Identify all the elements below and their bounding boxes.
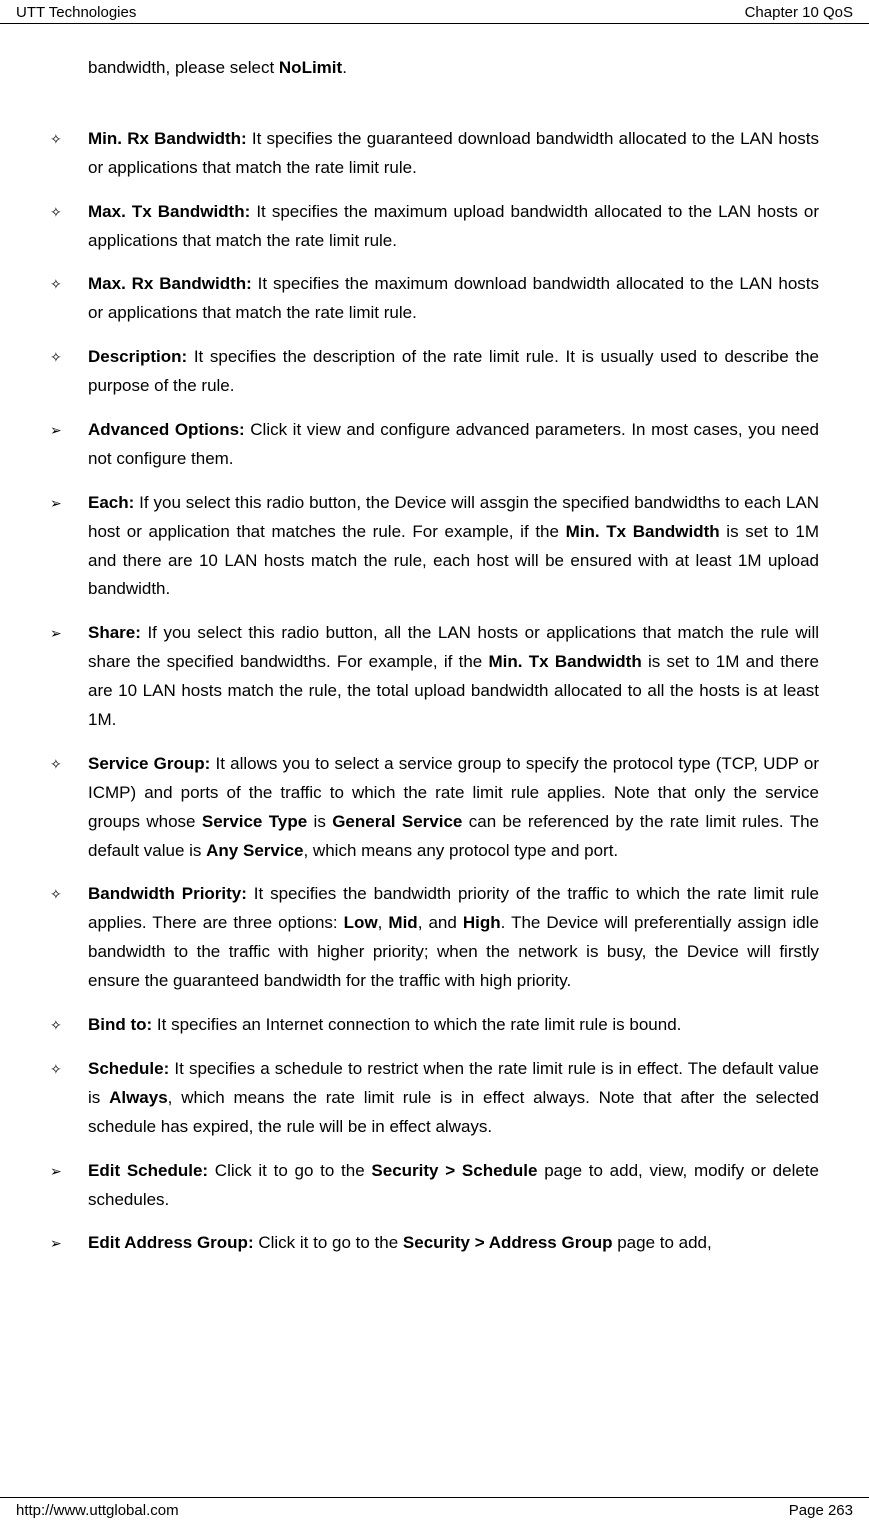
item-text: Advanced Options: Click it view and conf… xyxy=(88,416,819,474)
item-title: Advanced Options: xyxy=(88,420,245,439)
item-title: Each: xyxy=(88,493,134,512)
arrow-bullet-icon: ➢ xyxy=(50,489,88,605)
item-body: It specifies an Internet connection to w… xyxy=(152,1015,681,1034)
intro-pre: bandwidth, please select xyxy=(88,58,279,77)
arrow-bullet-icon: ➢ xyxy=(50,416,88,474)
item-segment: Security > Address Group xyxy=(403,1233,613,1252)
arrow-bullet-icon: ➢ xyxy=(50,619,88,735)
diamond-bullet-icon: ✧ xyxy=(50,270,88,328)
page-content: bandwidth, please select NoLimit. ✧Min. … xyxy=(0,24,869,1293)
header-right: Chapter 10 QoS xyxy=(745,4,853,21)
item-title: Schedule: xyxy=(88,1059,169,1078)
page-footer: http://www.uttglobal.com Page 263 xyxy=(0,1497,869,1523)
item-segment: Click it to go to the xyxy=(254,1233,403,1252)
list-item: ✧Description: It specifies the descripti… xyxy=(50,343,819,401)
item-text: Max. Rx Bandwidth: It specifies the maxi… xyxy=(88,270,819,328)
list-item: ➢Share: If you select this radio button,… xyxy=(50,619,819,735)
item-segment: is xyxy=(307,812,332,831)
item-title: Min. Rx Bandwidth: xyxy=(88,129,247,148)
item-segment: Security > Schedule xyxy=(371,1161,537,1180)
diamond-bullet-icon: ✧ xyxy=(50,1011,88,1040)
item-title: Service Group: xyxy=(88,754,210,773)
item-text: Share: If you select this radio button, … xyxy=(88,619,819,735)
list-item: ✧Bandwidth Priority: It specifies the ba… xyxy=(50,880,819,996)
item-segment: Min. Tx Bandwidth xyxy=(566,522,720,541)
list-item: ➢Edit Address Group: Click it to go to t… xyxy=(50,1229,819,1258)
item-text: Schedule: It specifies a schedule to res… xyxy=(88,1055,819,1142)
item-title: Max. Tx Bandwidth: xyxy=(88,202,250,221)
list-item: ✧Service Group: It allows you to select … xyxy=(50,750,819,866)
list-item: ➢Advanced Options: Click it view and con… xyxy=(50,416,819,474)
item-title: Bandwidth Priority: xyxy=(88,884,247,903)
header-left: UTT Technologies xyxy=(16,4,136,21)
items-list: ✧Min. Rx Bandwidth: It specifies the gua… xyxy=(50,125,819,1258)
list-item: ✧Bind to: It specifies an Internet conne… xyxy=(50,1011,819,1040)
item-segment: , and xyxy=(418,913,463,932)
item-text: Description: It specifies the descriptio… xyxy=(88,343,819,401)
item-segment: Service Type xyxy=(202,812,307,831)
item-text: Edit Address Group: Click it to go to th… xyxy=(88,1229,819,1258)
item-title: Share: xyxy=(88,623,141,642)
list-item: ✧Max. Tx Bandwidth: It specifies the max… xyxy=(50,198,819,256)
arrow-bullet-icon: ➢ xyxy=(50,1157,88,1215)
diamond-bullet-icon: ✧ xyxy=(50,343,88,401)
footer-url: http://www.uttglobal.com xyxy=(16,1502,179,1519)
item-segment: Low xyxy=(344,913,378,932)
item-text: Min. Rx Bandwidth: It specifies the guar… xyxy=(88,125,819,183)
footer-page: Page 263 xyxy=(789,1502,853,1519)
item-title: Edit Address Group: xyxy=(88,1233,254,1252)
item-text: Each: If you select this radio button, t… xyxy=(88,489,819,605)
item-segment: page to add, xyxy=(612,1233,711,1252)
item-text: Service Group: It allows you to select a… xyxy=(88,750,819,866)
item-segment: Always xyxy=(109,1088,168,1107)
intro-text: bandwidth, please select NoLimit. xyxy=(88,54,819,83)
diamond-bullet-icon: ✧ xyxy=(50,125,88,183)
diamond-bullet-icon: ✧ xyxy=(50,1055,88,1142)
arrow-bullet-icon: ➢ xyxy=(50,1229,88,1258)
item-segment: High xyxy=(463,913,501,932)
list-item: ✧Max. Rx Bandwidth: It specifies the max… xyxy=(50,270,819,328)
item-segment: Any Service xyxy=(206,841,303,860)
diamond-bullet-icon: ✧ xyxy=(50,198,88,256)
page-header: UTT Technologies Chapter 10 QoS xyxy=(0,0,869,24)
diamond-bullet-icon: ✧ xyxy=(50,750,88,866)
item-segment: , xyxy=(378,913,389,932)
item-segment: General Service xyxy=(332,812,462,831)
item-segment: Min. Tx Bandwidth xyxy=(489,652,642,671)
item-text: Bind to: It specifies an Internet connec… xyxy=(88,1011,819,1040)
item-segment: , which means any protocol type and port… xyxy=(303,841,618,860)
item-segment: Mid xyxy=(388,913,417,932)
list-item: ➢Each: If you select this radio button, … xyxy=(50,489,819,605)
item-segment: Click it to go to the xyxy=(208,1161,371,1180)
list-item: ✧Schedule: It specifies a schedule to re… xyxy=(50,1055,819,1142)
item-title: Description: xyxy=(88,347,187,366)
intro-bold: NoLimit xyxy=(279,58,342,77)
diamond-bullet-icon: ✧ xyxy=(50,880,88,996)
list-item: ➢Edit Schedule: Click it to go to the Se… xyxy=(50,1157,819,1215)
item-title: Max. Rx Bandwidth: xyxy=(88,274,252,293)
item-title: Bind to: xyxy=(88,1015,152,1034)
item-body: It specifies the description of the rate… xyxy=(88,347,819,395)
item-title: Edit Schedule: xyxy=(88,1161,208,1180)
item-text: Max. Tx Bandwidth: It specifies the maxi… xyxy=(88,198,819,256)
intro-post: . xyxy=(342,58,347,77)
item-segment: , which means the rate limit rule is in … xyxy=(88,1088,819,1136)
list-item: ✧Min. Rx Bandwidth: It specifies the gua… xyxy=(50,125,819,183)
item-text: Edit Schedule: Click it to go to the Sec… xyxy=(88,1157,819,1215)
item-text: Bandwidth Priority: It specifies the ban… xyxy=(88,880,819,996)
